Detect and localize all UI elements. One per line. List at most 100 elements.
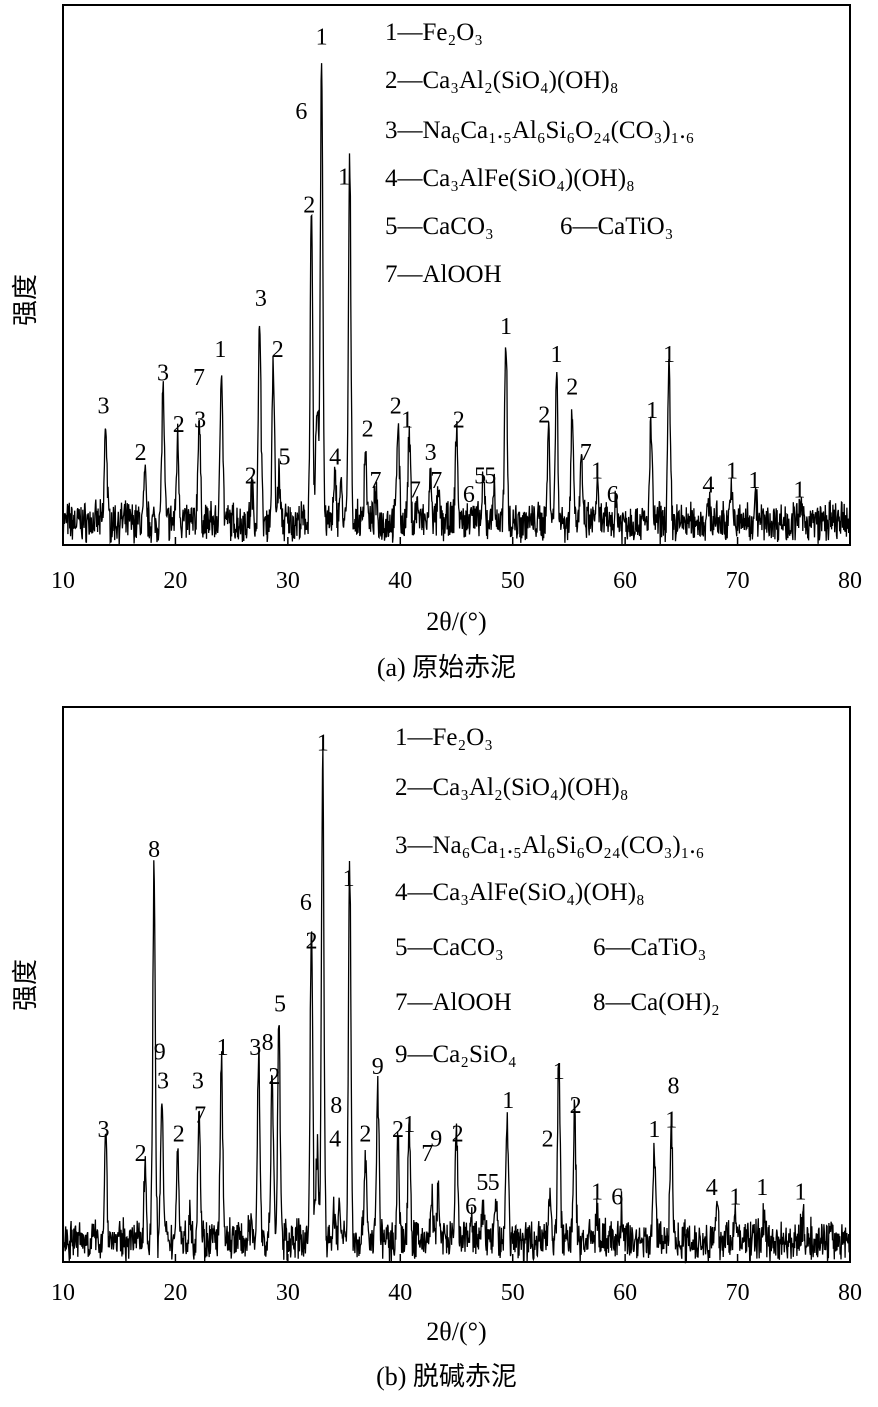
peak-label: 1 (591, 459, 603, 485)
x-axis-label: 2θ/(°) (426, 1317, 486, 1346)
peak-label: 2 (272, 337, 284, 363)
peak-label: 6 (295, 99, 307, 125)
x-tick-label: 80 (838, 568, 862, 594)
peak-label: 1 (343, 866, 355, 892)
peak-label: 5 (488, 1170, 500, 1196)
legend-entry: 3—Na₆Ca₁.₅Al₆Si₆O₂₄(CO₃)₁.₆ (385, 117, 694, 144)
peak-label: 5 (476, 1170, 488, 1196)
legend-entry: 7—AlOOH (395, 989, 512, 1016)
peak-label: 1 (793, 477, 805, 503)
plot-frame (62, 706, 851, 1263)
peak-label: 1 (663, 342, 675, 368)
peak-label: 1 (591, 1180, 603, 1206)
peak-label: 2 (173, 1122, 185, 1148)
peak-label: 8 (262, 1030, 274, 1056)
peak-label: 1 (551, 342, 563, 368)
peak-label: 3 (97, 1117, 109, 1143)
legend-entry: 3—Na₆Ca₁.₅Al₆Si₆O₂₄(CO₃)₁.₆ (395, 832, 704, 859)
peak-label: 4 (706, 1175, 718, 1201)
legend-entry: 6—CaTiO₃ (593, 934, 706, 961)
y-axis-label: 强度 (11, 959, 40, 1011)
peak-label: 3 (249, 1035, 261, 1061)
peak-label: 1 (338, 164, 350, 190)
x-axis-label: 2θ/(°) (426, 607, 486, 636)
peak-label: 2 (570, 1093, 582, 1119)
peak-label: 2 (538, 403, 550, 429)
peak-label: 2 (268, 1064, 280, 1090)
peak-label: 7 (193, 365, 205, 391)
x-tick-label: 30 (276, 568, 300, 594)
peak-label: 2 (303, 192, 315, 218)
x-tick-label: 10 (51, 568, 75, 594)
peak-label: 8 (148, 837, 160, 863)
legend-entry: 2—Ca₃Al₂(SiO₄)(OH)₈ (395, 774, 628, 801)
peak-label: 8 (330, 1093, 342, 1119)
peak-label: 1 (726, 459, 738, 485)
peak-label: 7 (421, 1141, 433, 1167)
peak-label: 1 (502, 1088, 514, 1114)
peak-label: 1 (748, 468, 760, 494)
peak-label: 5 (484, 463, 496, 489)
x-tick-label: 30 (276, 1280, 300, 1306)
peak-label: 5 (474, 463, 486, 489)
legend-entry: 1—Fe₂O₃ (395, 724, 493, 751)
peak-label: 1 (665, 1107, 677, 1133)
peak-label: 2 (135, 440, 147, 466)
x-tick-label: 80 (838, 1280, 862, 1306)
x-tick-label: 50 (501, 1280, 525, 1306)
legend-entry: 5—CaCO₃ (395, 934, 504, 961)
x-tick-label: 10 (51, 1280, 75, 1306)
peak-label: 2 (359, 1122, 371, 1148)
peak-label: 9 (430, 1127, 442, 1153)
legend-entry: 2—Ca₃Al₂(SiO₄)(OH)₈ (385, 67, 618, 94)
peak-label: 9 (154, 1040, 166, 1066)
y-axis-label: 强度 (11, 274, 40, 326)
peak-label: 6 (607, 482, 619, 508)
legend-entry: 5—CaCO₃ (385, 213, 494, 240)
peak-label: 2 (390, 393, 402, 419)
peak-label: 1 (648, 1117, 660, 1143)
peak-label: 7 (430, 468, 442, 494)
peak-label: 2 (542, 1127, 554, 1153)
legend-entry: 7—AlOOH (385, 261, 502, 288)
peak-label: 1 (403, 1112, 415, 1138)
peak-label: 3 (425, 440, 437, 466)
peak-label: 3 (192, 1069, 204, 1095)
peak-label: 2 (135, 1141, 147, 1167)
peak-label: 2 (362, 417, 374, 443)
legend-entry: 4—Ca₃AlFe(SiO₄)(OH)₈ (385, 165, 635, 192)
peak-label: 2 (173, 412, 185, 438)
x-tick-label: 70 (726, 1280, 750, 1306)
peak-label: 4 (329, 445, 341, 471)
peak-label: 2 (566, 375, 578, 401)
peak-label: 9 (372, 1054, 384, 1080)
peak-label: 1 (317, 731, 329, 757)
x-tick-label: 40 (388, 1280, 412, 1306)
peak-label: 5 (274, 991, 286, 1017)
peak-label: 2 (453, 407, 465, 433)
peak-label: 6 (463, 482, 475, 508)
legend-entry: 9—Ca₂SiO₄ (395, 1041, 517, 1068)
x-tick-label: 70 (726, 568, 750, 594)
peak-label: 7 (409, 477, 421, 503)
peak-label: 1 (646, 398, 658, 424)
plot-frame (62, 4, 851, 546)
peak-label: 3 (97, 393, 109, 419)
peak-label: 2 (245, 463, 257, 489)
x-tick-label: 40 (388, 568, 412, 594)
peak-label: 5 (278, 445, 290, 471)
chart-title: (b) 脱碱赤泥 (376, 1362, 517, 1391)
x-tick-label: 60 (613, 1280, 637, 1306)
peak-label: 6 (611, 1185, 623, 1211)
peak-label: 7 (370, 468, 382, 494)
peak-label: 1 (401, 407, 413, 433)
xrd-pattern-line (62, 63, 851, 546)
legend-entry: 4—Ca₃AlFe(SiO₄)(OH)₈ (395, 879, 645, 906)
peak-label: 1 (795, 1180, 807, 1206)
peak-label: 1 (316, 24, 328, 50)
x-tick-label: 60 (613, 568, 637, 594)
x-tick-label: 50 (501, 568, 525, 594)
peak-label: 7 (580, 440, 592, 466)
peak-label: 3 (255, 286, 267, 312)
peak-label: 2 (452, 1122, 464, 1148)
